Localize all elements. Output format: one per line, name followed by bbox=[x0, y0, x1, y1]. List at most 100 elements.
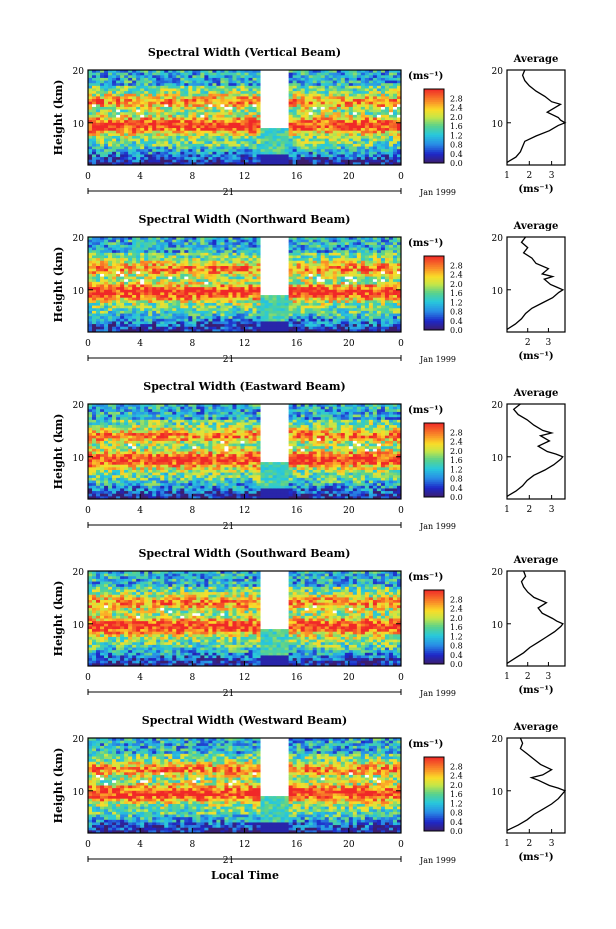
heatmap-cell bbox=[248, 72, 253, 76]
heatmap-cell bbox=[236, 273, 241, 277]
heatmap-cell bbox=[292, 313, 298, 317]
heatmap-cell bbox=[304, 276, 310, 280]
heatmap-cell bbox=[296, 318, 302, 322]
heatmap-cell bbox=[276, 318, 282, 322]
heatmap-cell bbox=[152, 287, 157, 291]
heatmap-cell bbox=[272, 324, 277, 328]
heatmap-cell bbox=[240, 112, 245, 116]
heatmap-cell bbox=[124, 85, 129, 89]
heatmap-cell bbox=[96, 133, 101, 137]
heatmap-cell bbox=[268, 329, 273, 333]
heatmap-cell bbox=[100, 318, 105, 322]
heatmap-cell bbox=[208, 287, 213, 291]
heatmap-cell bbox=[140, 258, 145, 262]
heatmap-cell bbox=[280, 88, 286, 92]
heatmap-cell bbox=[256, 305, 261, 309]
heatmap-cell bbox=[292, 159, 298, 163]
heatmap-cell bbox=[376, 106, 382, 110]
heatmap-cell bbox=[240, 75, 245, 79]
heatmap-cell bbox=[280, 297, 286, 301]
heatmap-cell bbox=[184, 80, 189, 84]
heatmap-cell bbox=[148, 70, 153, 74]
heatmap-cell bbox=[128, 239, 133, 243]
heatmap-cell bbox=[192, 300, 197, 304]
heatmap-cell bbox=[124, 143, 129, 147]
heatmap-cell bbox=[104, 133, 109, 137]
heatmap-cell bbox=[192, 302, 197, 307]
heatmap-cell bbox=[192, 305, 197, 309]
heatmap-cell bbox=[204, 252, 209, 256]
x-tick-label: 8 bbox=[189, 172, 195, 182]
heatmap-cell bbox=[348, 151, 354, 155]
heatmap-cell bbox=[268, 138, 273, 142]
heatmap-cell bbox=[156, 114, 161, 118]
heatmap-cell bbox=[200, 295, 205, 299]
heatmap-cell bbox=[232, 125, 237, 129]
heatmap-cell bbox=[304, 295, 310, 299]
heatmap-cell bbox=[160, 287, 165, 291]
heatmap-cell bbox=[228, 157, 233, 161]
heatmap-cell bbox=[236, 252, 241, 256]
heatmap-cell bbox=[104, 104, 109, 108]
heatmap-cell bbox=[160, 106, 165, 110]
heatmap-cell bbox=[352, 77, 358, 81]
heatmap-cell bbox=[260, 266, 265, 270]
heatmap-cell bbox=[296, 101, 302, 105]
heatmap-cell bbox=[200, 242, 205, 246]
heatmap-cell bbox=[208, 159, 213, 163]
heatmap-cell bbox=[196, 114, 201, 118]
heatmap-cell bbox=[332, 88, 338, 92]
heatmap-cell bbox=[88, 276, 93, 280]
heatmap-cell bbox=[148, 300, 153, 304]
heatmap-cell bbox=[208, 85, 213, 89]
heatmap-cell bbox=[336, 96, 342, 100]
heatmap-cell bbox=[300, 237, 306, 241]
heatmap-cell bbox=[232, 128, 237, 132]
heatmap-cell bbox=[272, 151, 277, 155]
heatmap-cell bbox=[248, 305, 253, 309]
heatmap-cell bbox=[240, 80, 245, 84]
heatmap-cell bbox=[328, 159, 334, 163]
heatmap-cell bbox=[152, 271, 157, 275]
heatmap-cell bbox=[288, 247, 294, 251]
heatmap-cell bbox=[256, 128, 261, 132]
heatmap-cell bbox=[364, 114, 370, 118]
heatmap-cell bbox=[184, 85, 189, 89]
heatmap-cell bbox=[296, 268, 302, 272]
heatmap-cell bbox=[160, 279, 165, 283]
heatmap-cell bbox=[244, 72, 249, 76]
heatmap-cell bbox=[116, 242, 121, 246]
heatmap-cell bbox=[228, 130, 233, 134]
heatmap-cell bbox=[236, 276, 241, 280]
heatmap-cell bbox=[112, 279, 117, 283]
heatmap-cell bbox=[244, 154, 249, 158]
heatmap-cell bbox=[280, 266, 286, 270]
heatmap-cell bbox=[144, 263, 149, 267]
heatmap-cell bbox=[336, 114, 342, 118]
heatmap-cell bbox=[356, 143, 362, 147]
heatmap-cell bbox=[204, 297, 209, 301]
heatmap-cell bbox=[300, 72, 306, 76]
heatmap-cell bbox=[288, 244, 294, 248]
heatmap-cell bbox=[356, 91, 362, 95]
heatmap-cell bbox=[308, 273, 314, 277]
heatmap-cell bbox=[180, 292, 185, 296]
heatmap-cell bbox=[180, 157, 185, 161]
heatmap-cell bbox=[232, 292, 237, 296]
heatmap-cell bbox=[360, 112, 366, 116]
heatmap-cell bbox=[124, 117, 129, 121]
heatmap-cell bbox=[116, 239, 121, 243]
heatmap-cell bbox=[344, 151, 350, 155]
heatmap-cell bbox=[188, 260, 193, 264]
heatmap-cell bbox=[124, 287, 129, 291]
heatmap-cell bbox=[164, 83, 169, 87]
heatmap-cell bbox=[128, 316, 133, 320]
heatmap-cell bbox=[188, 117, 193, 121]
heatmap-cell bbox=[248, 237, 253, 241]
heatmap-cell bbox=[128, 263, 133, 267]
heatmap-cell bbox=[296, 295, 302, 299]
heatmap-cell bbox=[224, 268, 229, 272]
heatmap-cell bbox=[192, 281, 197, 285]
heatmap-cell bbox=[196, 260, 201, 264]
heatmap-cell bbox=[184, 239, 189, 243]
